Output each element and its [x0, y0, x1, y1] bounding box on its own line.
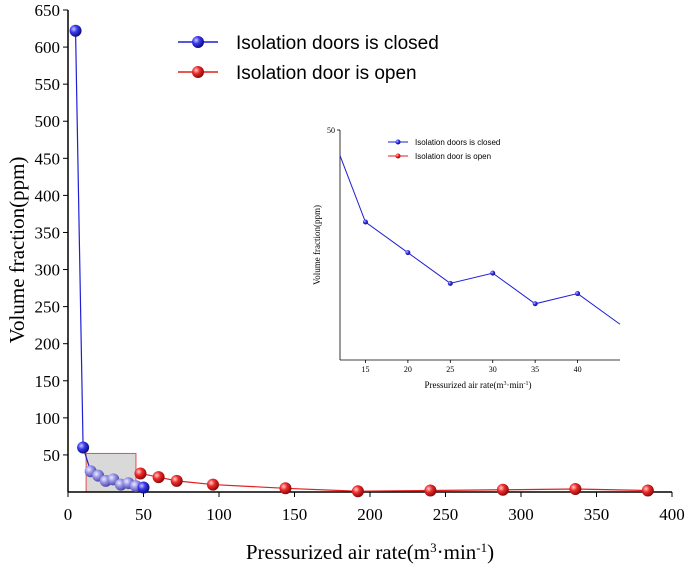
x-axis-title: Pressurized air rate(m3·min-1): [246, 540, 494, 564]
inset-x-tick-label: 35: [531, 365, 539, 374]
inset-legend-label-open: Isolation door is open: [415, 152, 491, 161]
y-tick-label: 650: [35, 1, 61, 20]
y-tick-label: 550: [35, 75, 61, 94]
y-tick-label: 600: [35, 38, 61, 57]
data-point-s1: [134, 467, 147, 480]
x-tick-label: 200: [357, 505, 383, 524]
x-tick-label: 0: [64, 505, 73, 524]
y-tick-label: 100: [35, 409, 61, 428]
legend-marker-open: [192, 66, 204, 78]
inset-data-point: [532, 301, 538, 307]
inset-legend-marker-open: [395, 153, 401, 159]
x-tick-label: 350: [584, 505, 610, 524]
inset-x-tick-label: 20: [404, 365, 412, 374]
inset-legend-marker-closed: [395, 139, 401, 145]
inset-x-axis-title: Pressurized air rate(m3·min-1): [425, 380, 532, 390]
inset-data-point: [405, 250, 411, 256]
inset-data-point: [490, 270, 496, 276]
x-tick-label: 250: [433, 505, 459, 524]
main-series: [69, 24, 654, 498]
y-axis-title: Volume fraction(ppm): [5, 157, 29, 344]
data-point-s1: [569, 483, 582, 496]
x-tick-label: 50: [135, 505, 152, 524]
inset-data-point: [447, 280, 453, 286]
data-point-s1: [206, 478, 219, 491]
legend-item-closed: Isolation doors is closed: [178, 33, 439, 54]
inset-y-axis-title: Volume fraction(ppm): [312, 205, 322, 285]
inset-plot: 15 20 25 30 35 40 50 Pressurized air rate(m3·m…: [312, 126, 621, 390]
y-tick-label: 300: [35, 261, 61, 280]
y-tick-label: 250: [35, 298, 61, 317]
y-tick-label: 450: [35, 149, 61, 168]
data-point-s0: [77, 441, 90, 454]
legend-item-open: Isolation door is open: [178, 63, 417, 84]
y-tick-label: 400: [35, 186, 61, 205]
inset-legend: Isolation doors is closed Isolation door…: [388, 138, 500, 161]
x-tick-label: 150: [282, 505, 308, 524]
y-tick-label: 50: [43, 446, 60, 465]
inset-data-point: [575, 291, 581, 297]
y-tick-label: 200: [35, 335, 61, 354]
inset-y-tick-label: 50: [327, 126, 335, 135]
legend-label-open: Isolation door is open: [236, 63, 417, 84]
y-tick-label: 150: [35, 372, 61, 391]
inset-x-tick-label: 40: [574, 365, 582, 374]
data-point-s1: [170, 474, 183, 487]
inset-series-line-0: [339, 155, 621, 325]
data-point-s1: [424, 484, 437, 497]
inset-ticks: 15 20 25 30 35 40 50: [327, 126, 582, 374]
data-point-s1: [279, 482, 292, 495]
y-tick-label: 500: [35, 112, 61, 131]
x-tick-label: 400: [659, 505, 685, 524]
data-point-s1: [152, 471, 165, 484]
inset-x-tick-label: 30: [489, 365, 497, 374]
inset-data-point: [362, 219, 368, 225]
data-point-s0: [137, 481, 150, 494]
legend-label-closed: Isolation doors is closed: [236, 33, 439, 54]
x-tick-label: 100: [206, 505, 232, 524]
legend-marker-closed: [192, 36, 204, 48]
inset-x-tick-label: 15: [361, 365, 369, 374]
x-tick-label: 300: [508, 505, 534, 524]
data-point-s1: [641, 484, 654, 497]
data-point-s1: [496, 483, 509, 496]
series-line-1: [140, 472, 648, 492]
y-tick-label: 350: [35, 223, 61, 242]
inset-legend-label-closed: Isolation doors is closed: [415, 138, 500, 147]
data-point-s0: [69, 24, 82, 37]
inset-series: [339, 155, 621, 325]
main-plot: 0 50 100 150 200 250 300 350 400 50 100 150 200 250 30…: [35, 1, 685, 524]
legend: Isolation doors is closed Isolation door…: [178, 33, 439, 84]
series-line-0: [74, 30, 144, 489]
data-point-s1: [351, 485, 364, 498]
main-ticks: 0 50 100 150 200 250 300 350 400 50 100 150 200 250 30…: [35, 1, 685, 524]
inset-x-tick-label: 25: [446, 365, 454, 374]
